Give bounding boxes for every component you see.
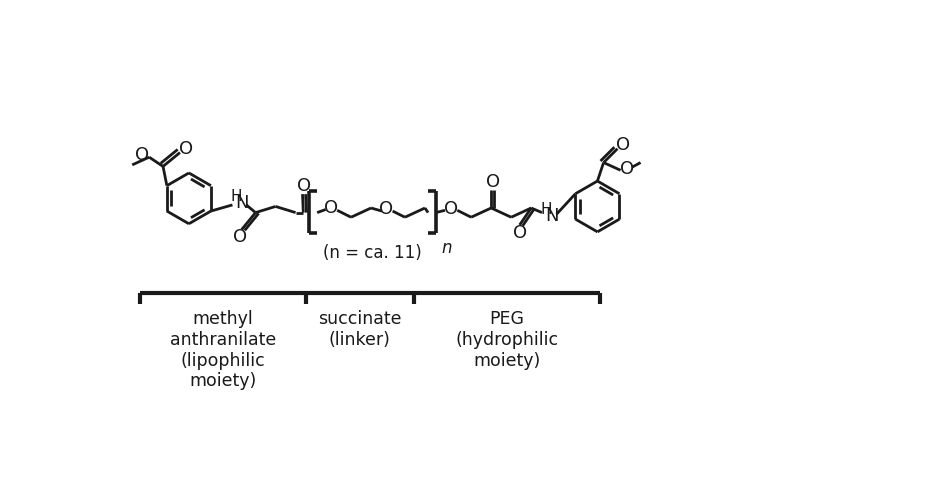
Text: succinate
(linker): succinate (linker) (318, 310, 402, 349)
Text: O: O (297, 177, 311, 195)
Text: O: O (513, 224, 527, 242)
Text: O: O (324, 199, 338, 217)
Text: N: N (545, 208, 559, 226)
Text: O: O (233, 228, 247, 246)
Text: H: H (541, 202, 552, 217)
Text: O: O (444, 200, 458, 218)
Text: O: O (135, 146, 149, 164)
Text: N: N (235, 194, 249, 212)
Text: O: O (620, 160, 635, 178)
Text: methyl
anthranilate
(lipophilic
moiety): methyl anthranilate (lipophilic moiety) (170, 310, 276, 390)
Text: n: n (442, 239, 452, 257)
Text: O: O (379, 200, 393, 218)
Text: O: O (616, 136, 630, 154)
Text: PEG
(hydrophilic
moiety): PEG (hydrophilic moiety) (455, 310, 559, 370)
Text: O: O (485, 173, 500, 191)
Text: O: O (179, 140, 193, 158)
Text: H: H (231, 189, 242, 204)
Text: (n = ca. 11): (n = ca. 11) (323, 244, 422, 261)
